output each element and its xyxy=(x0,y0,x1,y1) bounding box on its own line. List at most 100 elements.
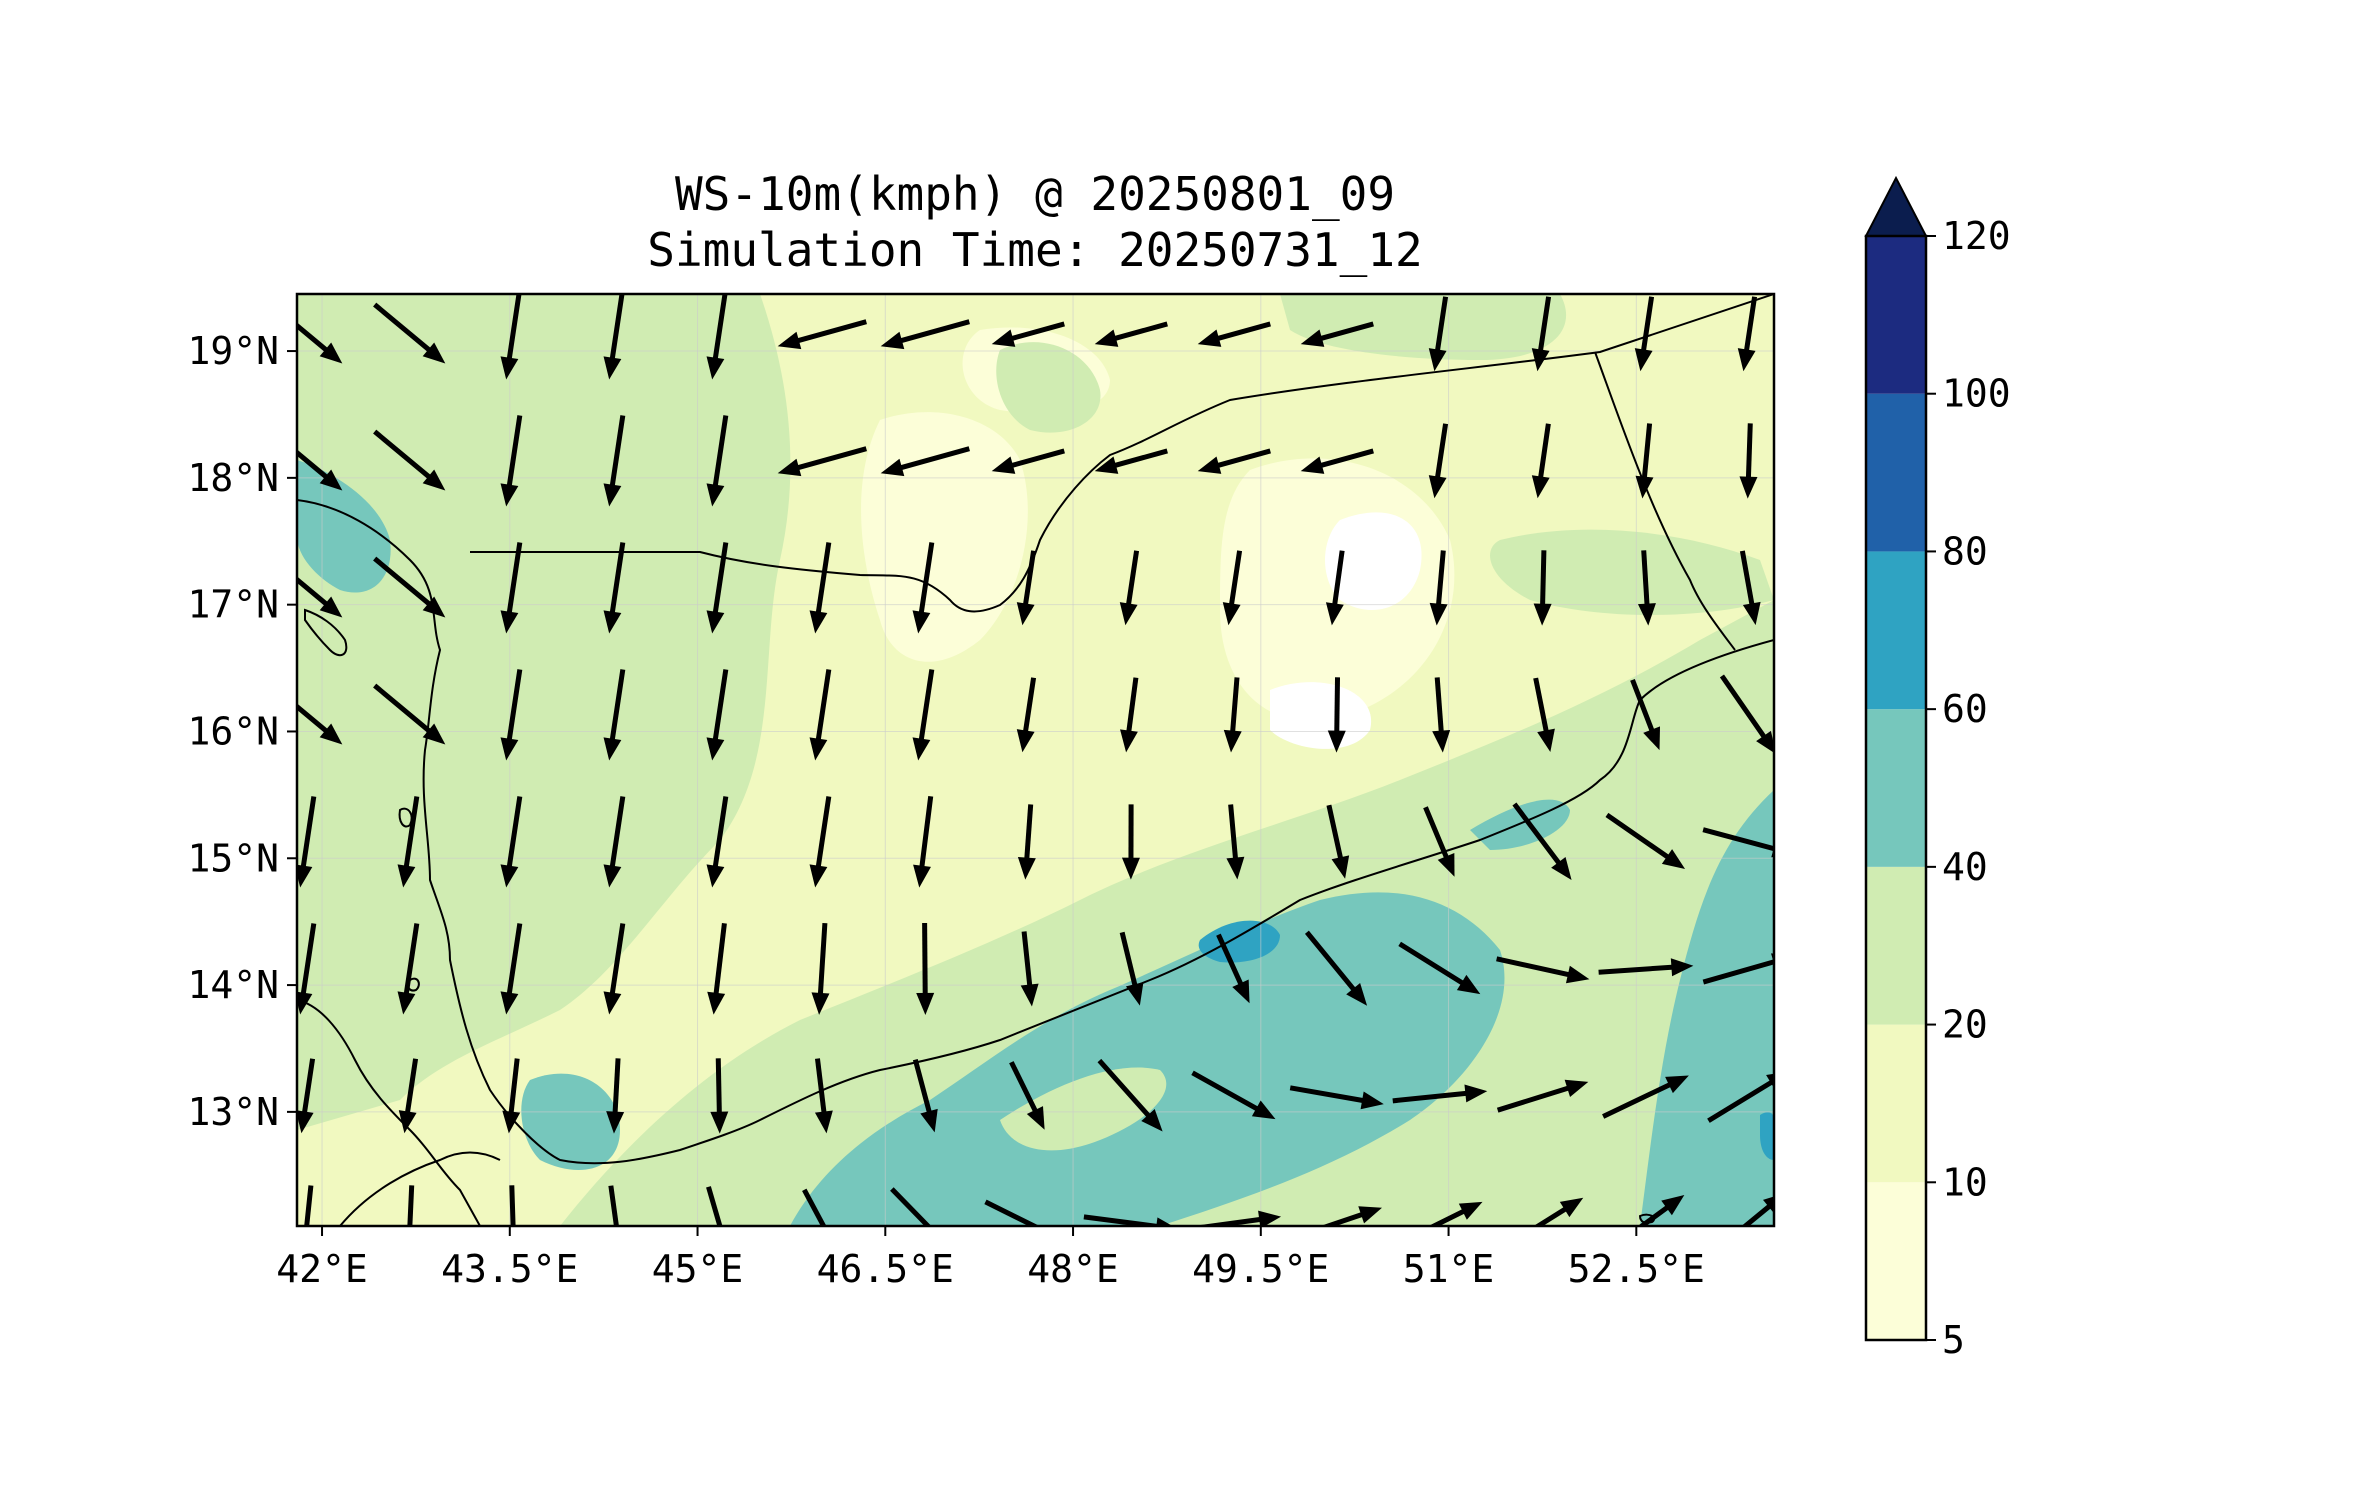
colorbar-tick-label: 100 xyxy=(1942,372,2011,416)
contour-5-10-patch xyxy=(1270,682,1372,749)
wind-vector xyxy=(1325,550,1345,626)
colorbar-band xyxy=(1866,709,1926,867)
island-outline xyxy=(398,807,413,828)
x-tick-label: 52.5°E xyxy=(1568,1247,1705,1291)
wind-vector xyxy=(606,1058,625,1134)
wind-vector xyxy=(297,703,343,745)
colorbar-extend-arrow xyxy=(1864,175,1928,237)
title-line-1: WS-10m(kmph) @ 20250801_09 xyxy=(675,167,1395,221)
wind-vector xyxy=(1191,1070,1276,1120)
colorbar-tick-label: 40 xyxy=(1942,845,1988,889)
x-tick-label: 46.5°E xyxy=(817,1247,954,1291)
wind-vector xyxy=(1496,1079,1589,1113)
wind-vector xyxy=(398,1058,419,1134)
contour-60-80-patch xyxy=(1198,920,1280,963)
y-tick-label: 19°N xyxy=(187,329,279,373)
colorbar-tick-label: 80 xyxy=(1942,529,1988,573)
wind-vector xyxy=(1630,678,1661,751)
wind-vector xyxy=(777,319,867,350)
wind-vector xyxy=(297,1058,316,1134)
wind-vector xyxy=(912,669,935,761)
wind-vector xyxy=(500,542,523,634)
wind-vector xyxy=(1707,1073,1774,1123)
wind-vector xyxy=(1423,806,1455,877)
wind-vector xyxy=(373,556,446,618)
wind-vector xyxy=(890,1187,932,1226)
wind-vector xyxy=(373,683,446,745)
wind-vector xyxy=(1739,423,1758,499)
contour-40-60-south xyxy=(790,892,1505,1226)
wind-vector xyxy=(297,449,343,491)
wind-vector xyxy=(1428,1201,1483,1226)
wind-vector xyxy=(1719,674,1774,753)
wind-vector xyxy=(502,1314,527,1386)
wind-vector xyxy=(684,1317,753,1382)
contour-5-10-patch xyxy=(1325,512,1422,610)
wind-vector xyxy=(1009,1061,1045,1130)
yemen-oman-border xyxy=(1594,351,1736,651)
wind-vector xyxy=(299,1312,317,1387)
colorbar-frame xyxy=(1864,234,1928,1342)
wind-vector xyxy=(706,415,729,507)
wind-vector xyxy=(706,1186,723,1226)
wind-vector xyxy=(1635,423,1654,499)
wind-vector xyxy=(407,1185,415,1226)
island-outline xyxy=(304,608,348,657)
wind-vector xyxy=(706,294,728,380)
wind-vector xyxy=(1300,448,1374,474)
contour-20-40-south xyxy=(560,600,1774,1226)
title-line-2: Simulation Time: 20250731_12 xyxy=(647,223,1422,277)
map-frame xyxy=(295,292,1776,1228)
wind-vector xyxy=(1119,550,1140,626)
wind-vector xyxy=(1016,550,1037,626)
colorbar-band xyxy=(1866,866,1926,1025)
wind-vector xyxy=(878,1343,973,1361)
wind-vector xyxy=(880,319,970,350)
x-tick-label: 43.5°E xyxy=(441,1247,578,1291)
contour-40-60-southwest xyxy=(521,1073,620,1170)
wind-vector xyxy=(404,1313,422,1387)
wind-vector xyxy=(1297,1324,1377,1375)
wind-vector xyxy=(1223,677,1242,753)
wind-vector xyxy=(1120,677,1139,753)
wind-vector xyxy=(1327,677,1346,753)
wind-vector xyxy=(1222,550,1243,626)
wind-vector xyxy=(1193,1210,1282,1226)
wind-vector xyxy=(880,446,970,477)
wind-vector xyxy=(916,922,935,1015)
colorbar-band xyxy=(1866,1182,1926,1340)
arabian-coastline xyxy=(297,499,1774,1165)
colorbar-band xyxy=(1866,393,1926,552)
wind-vector xyxy=(397,796,420,888)
wind-vector xyxy=(1533,1197,1584,1226)
wind-vector xyxy=(710,1058,729,1134)
contour-20-40-patch xyxy=(1490,529,1774,615)
wind-vector xyxy=(1610,1319,1682,1381)
wind-vector xyxy=(809,542,832,634)
wind-vector xyxy=(1531,296,1552,372)
island-outline xyxy=(1638,1213,1656,1224)
colorbar-band xyxy=(1866,1024,1926,1183)
wind-vector xyxy=(1119,931,1144,1006)
wind-vector xyxy=(1094,448,1168,474)
y-tick-label: 18°N xyxy=(187,456,279,500)
x-tick-label: 49.5°E xyxy=(1192,1247,1329,1291)
wind-vector xyxy=(706,669,729,761)
djibouti-coast xyxy=(339,1151,501,1226)
wind-vector xyxy=(706,796,729,888)
wind-vector xyxy=(1739,550,1761,626)
colorbar: 5 10 20 40 60 80 100 120 xyxy=(1864,175,2011,1362)
saudi-yemen-border xyxy=(470,294,1774,613)
x-tick-label: 51°E xyxy=(1403,1247,1495,1291)
wind-vector xyxy=(1094,321,1168,347)
wind-vector xyxy=(778,1331,865,1369)
wind-vector xyxy=(809,796,832,888)
x-axis-ticks: 42°E 43.5°E 45°E 46.5°E 48°E 49.5°E 51°E 52.5°E xyxy=(276,1226,1705,1291)
wind-vector xyxy=(597,1317,635,1382)
wind-vector xyxy=(1634,296,1655,372)
gridlines xyxy=(297,294,1774,1226)
wind-vector xyxy=(1432,677,1451,753)
wind-vector xyxy=(1533,550,1552,626)
y-tick-label: 15°N xyxy=(187,836,279,880)
